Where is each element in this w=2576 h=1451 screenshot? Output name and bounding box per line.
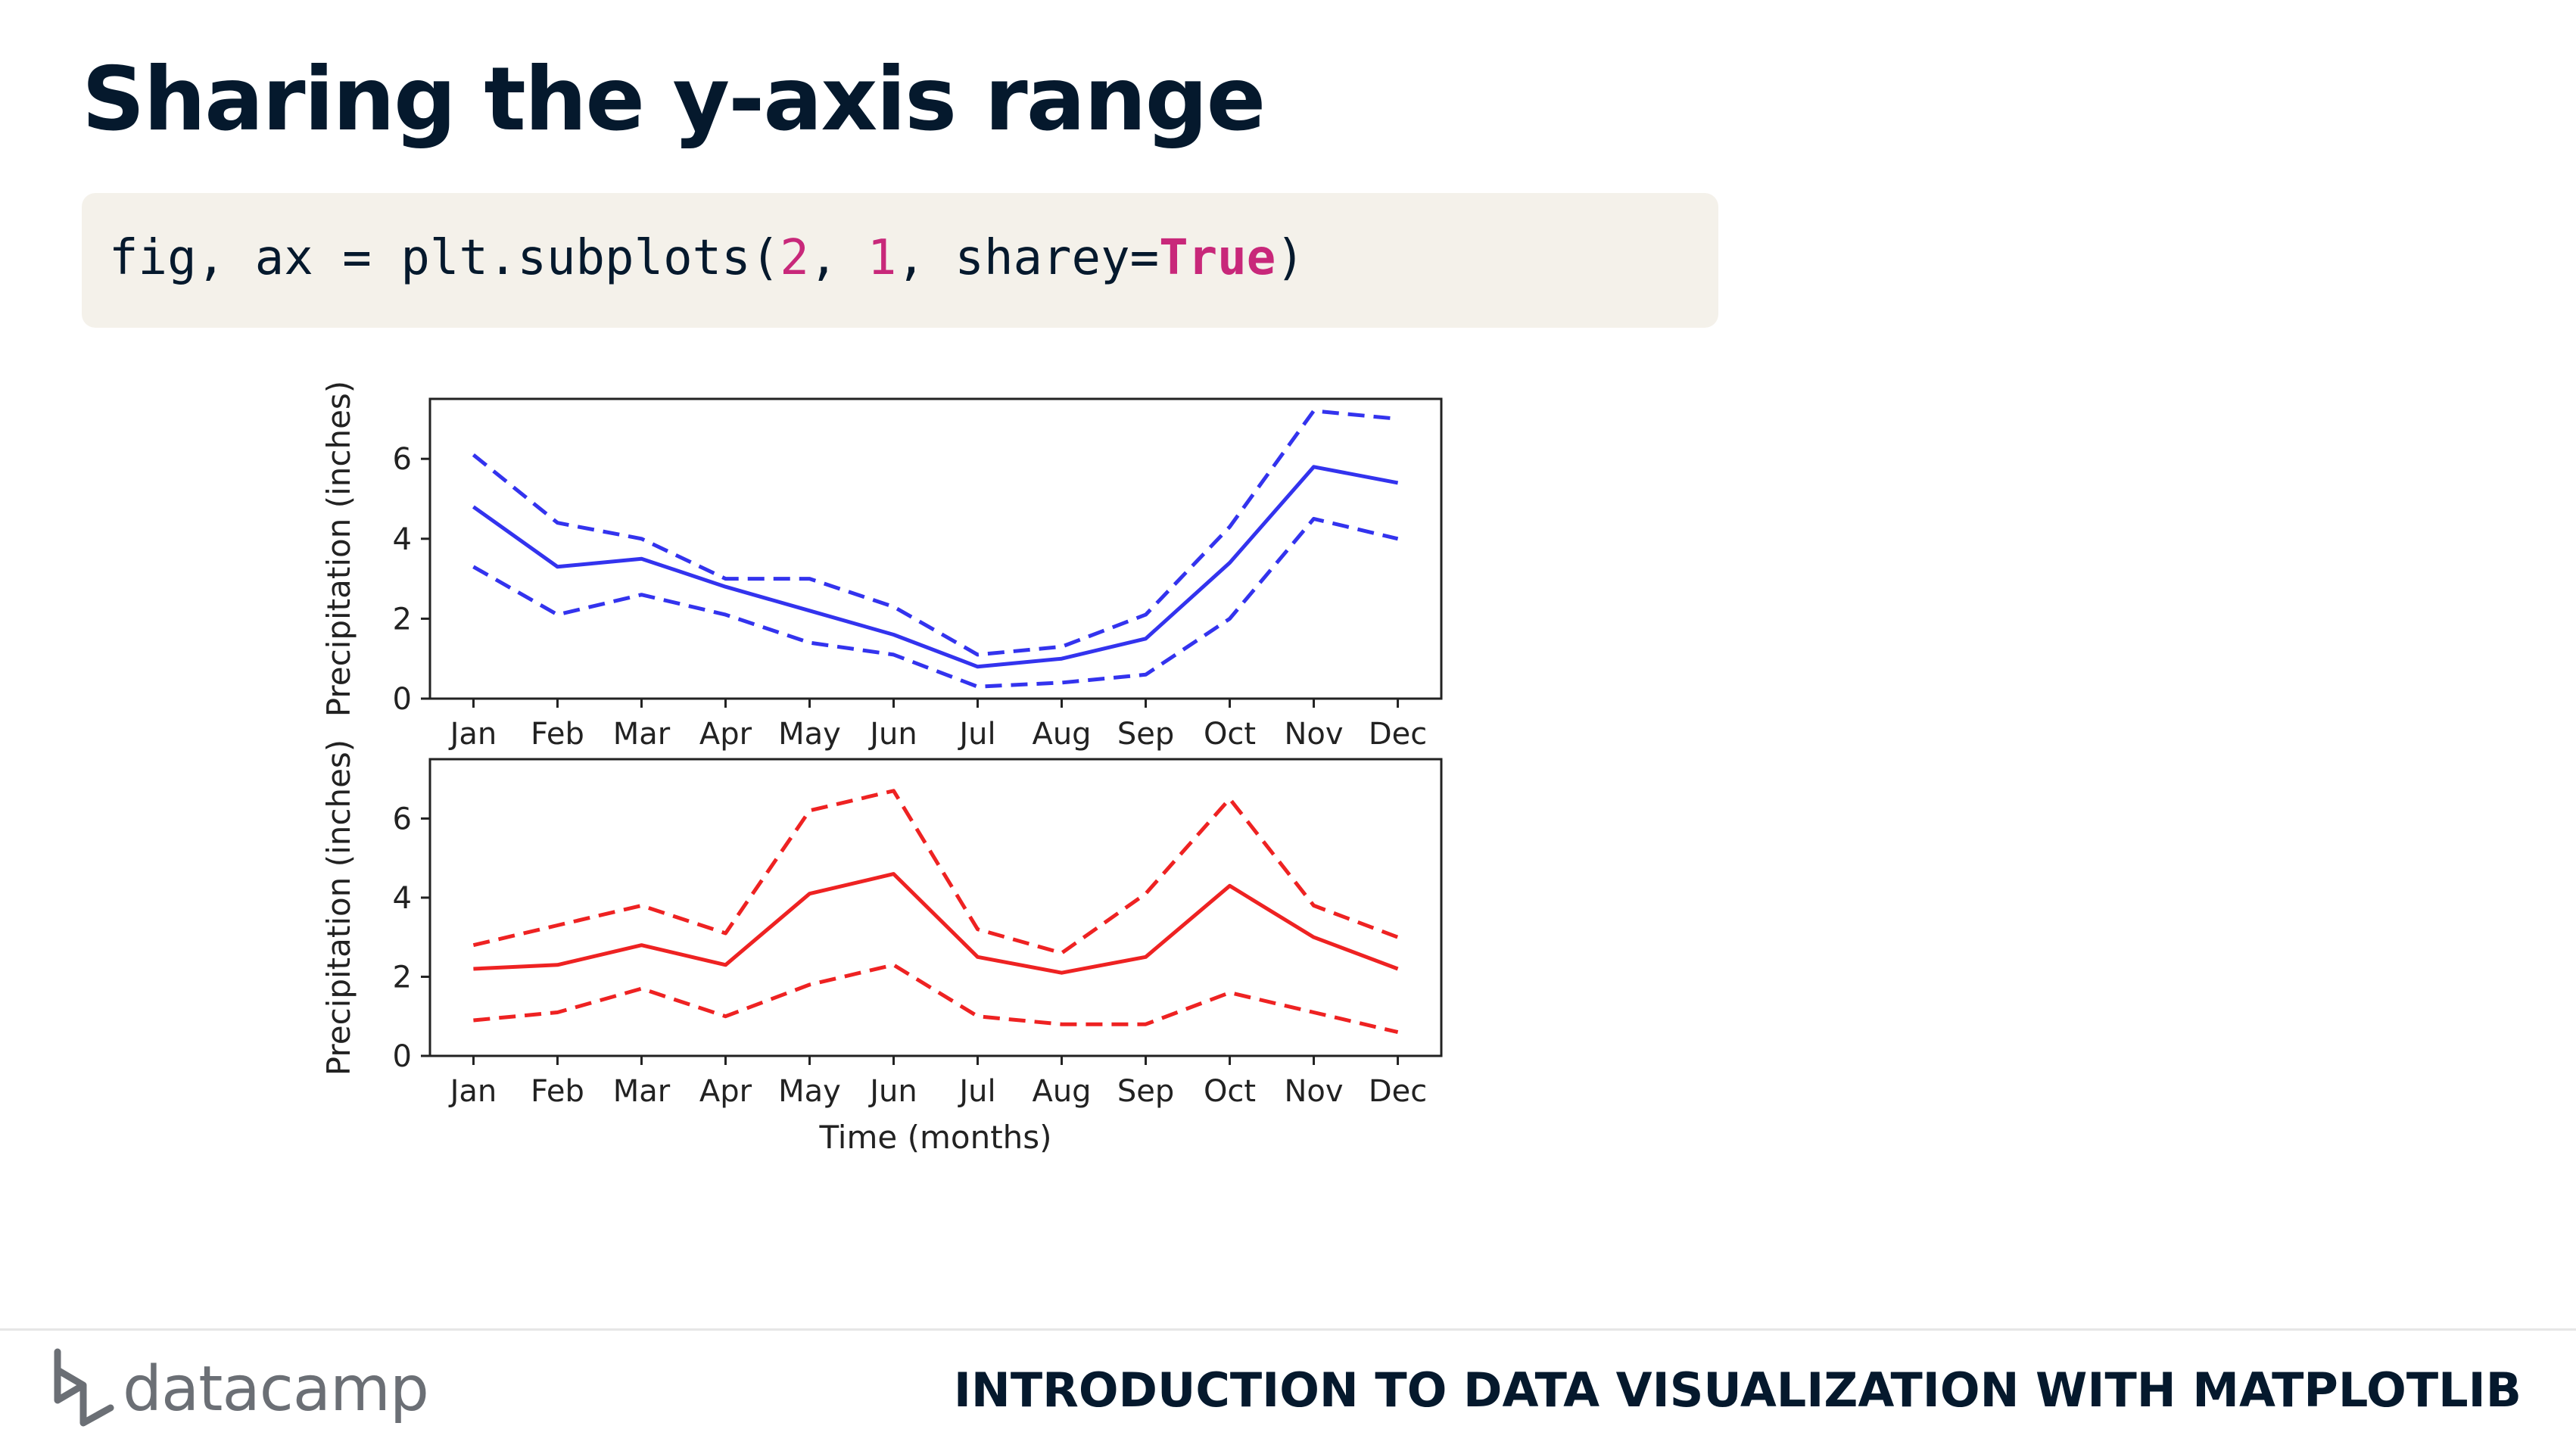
code-block: fig, ax = plt.subplots(2, 1, sharey=True…	[82, 193, 1718, 328]
x-tick-label: Jul	[957, 717, 995, 752]
x-tick-label: Jun	[867, 717, 917, 752]
slide-title: Sharing the y-axis range	[82, 48, 1266, 151]
axes-frame	[428, 758, 1443, 1057]
subplot-1: Jan Feb Mar Apr May Jun Jul Aug Sep Oct Nov Dec 0 2 4 6…	[320, 381, 1443, 752]
code-suffix: )	[1276, 230, 1305, 286]
series-line-2-dashed	[472, 409, 1398, 657]
series-line-3-dashed	[472, 516, 1399, 689]
code-line: fig, ax = plt.subplots(2, 1, sharey=True…	[109, 229, 1305, 288]
x-tick-label: Mar	[613, 1074, 671, 1109]
x-tick-label: Apr	[699, 717, 752, 752]
code-arg-cols: 1	[867, 230, 897, 286]
x-tick-label: Dec	[1369, 1074, 1427, 1109]
y-tick-label: 6	[393, 802, 412, 836]
logo-text: datacamp	[123, 1353, 429, 1425]
x-tick-label: Sep	[1117, 1074, 1174, 1109]
x-tick-label: Jan	[448, 717, 497, 752]
y-tick-label: 4	[393, 881, 412, 916]
x-tick-label: Aug	[1032, 1074, 1091, 1109]
x-tick-label: Aug	[1032, 717, 1091, 752]
code-prefix: fig, ax = plt.subplots(	[109, 230, 780, 286]
code-arg-rows: 2	[780, 230, 809, 286]
x-tick-label: Jun	[867, 1074, 917, 1109]
series-line-1-solid	[473, 872, 1399, 975]
y-tick-label: 0	[393, 1039, 412, 1074]
axes-frame	[428, 397, 1443, 700]
x-tick-label: Mar	[613, 717, 671, 752]
x-tick-label: May	[778, 717, 841, 752]
y-axis-label: Precipitation (inches)	[320, 381, 357, 717]
x-tick-label: Oct	[1204, 717, 1256, 752]
course-title: INTRODUCTION TO DATA VISUALIZATION WITH …	[953, 1362, 2521, 1418]
datacamp-logo-icon	[54, 1348, 114, 1427]
x-tick-label: Apr	[699, 1074, 752, 1109]
x-tick-label: Nov	[1285, 1074, 1344, 1109]
code-sep-1: ,	[808, 230, 867, 286]
y-axis-label: Precipitation (inches)	[320, 740, 357, 1076]
x-tick-label: Feb	[531, 717, 584, 752]
series-line-2-dashed	[472, 789, 1399, 955]
x-tick-label: Nov	[1285, 717, 1344, 752]
footer-divider	[0, 1328, 2576, 1331]
x-tick-label: Jan	[448, 1074, 497, 1109]
series-line-1-solid	[472, 465, 1399, 669]
series-line-3-dashed	[473, 963, 1399, 1035]
x-tick-label: Sep	[1117, 717, 1174, 752]
code-keyword-true: True	[1159, 230, 1276, 286]
y-tick-label: 0	[393, 682, 412, 717]
x-tick-label: Oct	[1204, 1074, 1256, 1109]
x-tick-label: May	[778, 1074, 841, 1109]
y-tick-label: 2	[393, 602, 412, 637]
code-sep-2: , sharey=	[896, 230, 1160, 286]
x-axis-label: Time (months)	[818, 1119, 1051, 1156]
subplot-2: Jan Feb Mar Apr May Jun Jul Aug Sep Oct Nov Dec 0 2 4 6…	[320, 740, 1443, 1156]
x-tick-label: Jul	[957, 1074, 995, 1109]
x-tick-label: Dec	[1369, 717, 1427, 752]
y-tick-label: 4	[393, 522, 412, 557]
y-tick-label: 2	[393, 960, 412, 995]
y-tick-label: 6	[393, 442, 412, 477]
x-tick-label: Feb	[531, 1074, 584, 1109]
